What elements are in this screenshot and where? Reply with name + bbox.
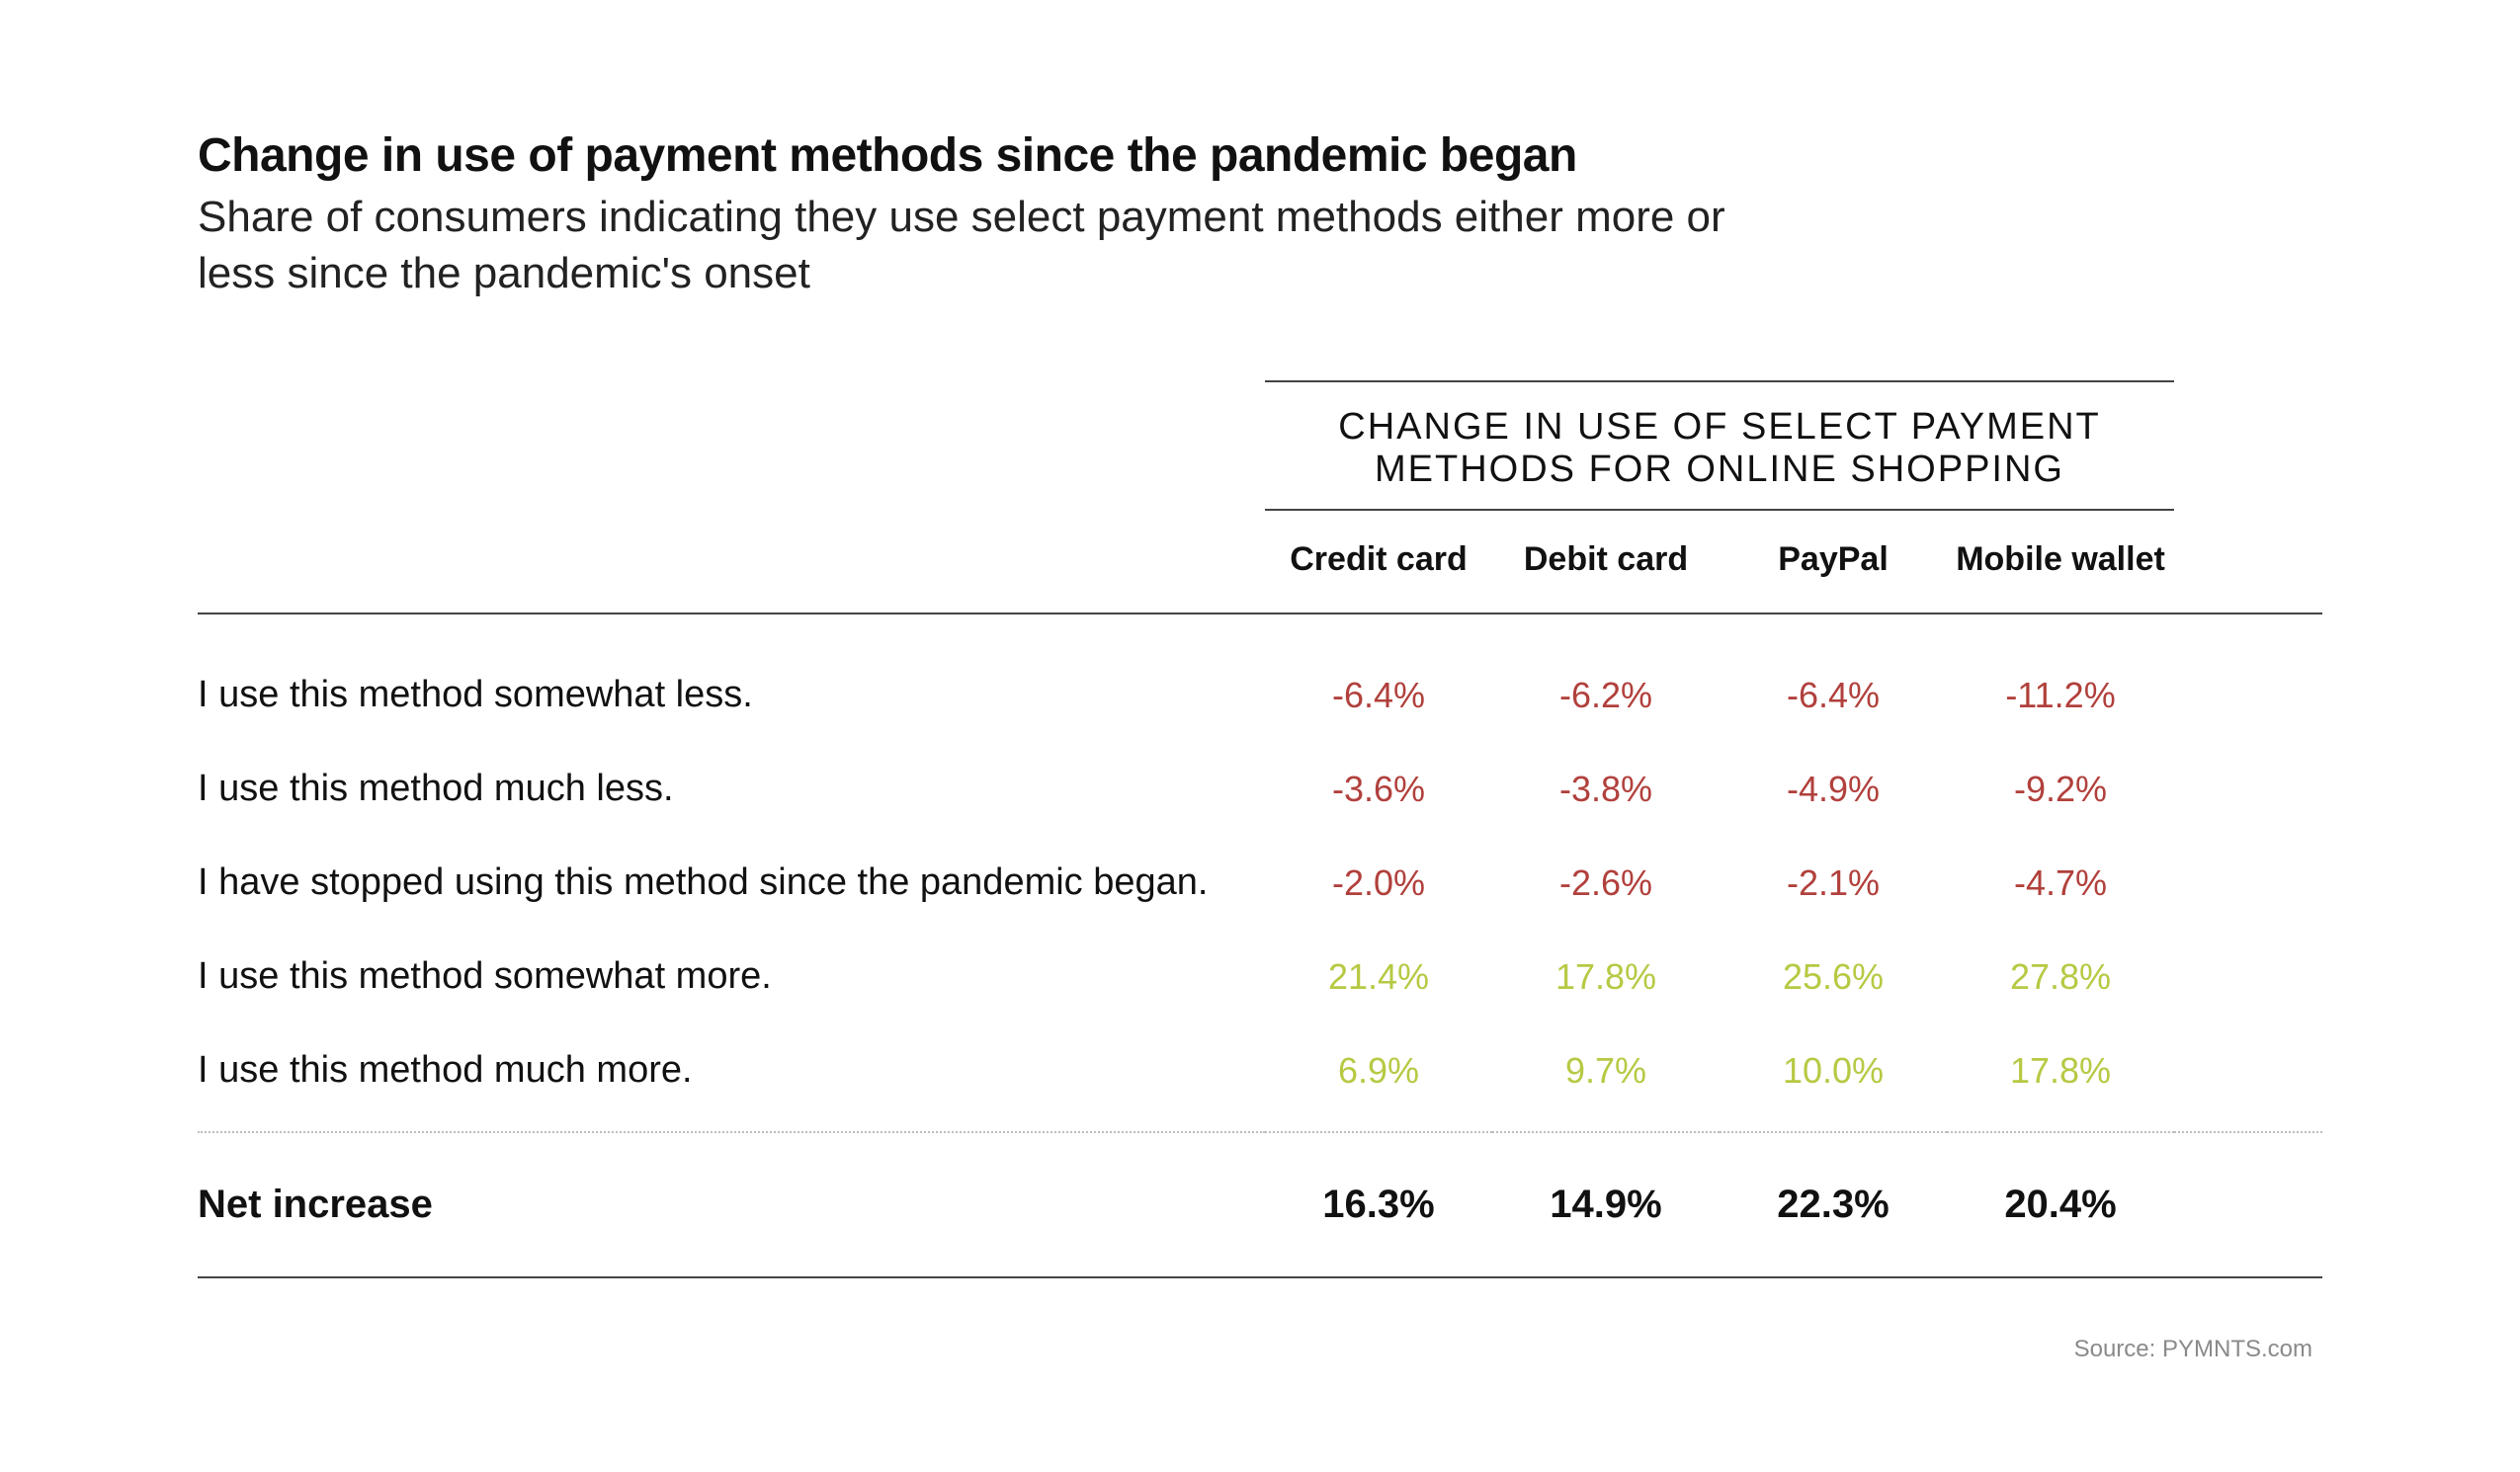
net-value: 22.3% xyxy=(1720,1132,1947,1277)
blank-cell xyxy=(2174,613,2322,742)
cell-value: -2.6% xyxy=(1492,836,1720,930)
net-value: 20.4% xyxy=(1947,1132,2174,1277)
cell-value: -9.2% xyxy=(1947,742,2174,836)
cell-value: -2.0% xyxy=(1265,836,1492,930)
cell-value: 25.6% xyxy=(1720,930,1947,1023)
source-attribution: Source: PYMNTS.com xyxy=(2074,1336,2312,1363)
cell-value: -11.2% xyxy=(1947,613,2174,742)
cell-value: -6.4% xyxy=(1720,613,1947,742)
blank-cell xyxy=(2174,1023,2322,1132)
col-head-credit-card: Credit card xyxy=(1265,510,1492,613)
col-head-mobile-wallet: Mobile wallet xyxy=(1947,510,2174,613)
col-head-paypal: PayPal xyxy=(1720,510,1947,613)
blank-cell xyxy=(2174,510,2322,613)
blank-cell xyxy=(2174,930,2322,1023)
blank-cell xyxy=(2174,381,2322,510)
bottom-rule xyxy=(198,1277,2322,1278)
cell-value: -3.8% xyxy=(1492,742,1720,836)
row-label: I use this method much less. xyxy=(198,742,1265,836)
blank-cell xyxy=(2174,742,2322,836)
row-label: I have stopped using this method since t… xyxy=(198,836,1265,930)
cell-value: 21.4% xyxy=(1265,930,1492,1023)
net-label: Net increase xyxy=(198,1132,1265,1277)
net-increase-row: Net increase 16.3% 14.9% 22.3% 20.4% xyxy=(198,1132,2322,1277)
blank-cell xyxy=(198,381,1265,510)
cell-value: -3.6% xyxy=(1265,742,1492,836)
page: Change in use of payment methods since t… xyxy=(0,0,2520,1472)
cell-value: 27.8% xyxy=(1947,930,2174,1023)
cell-value: 9.7% xyxy=(1492,1023,1720,1132)
table-row: I use this method much less. -3.6% -3.8%… xyxy=(198,742,2322,836)
chart-subtitle: Share of consumers indicating they use s… xyxy=(198,189,1779,301)
net-value: 16.3% xyxy=(1265,1132,1492,1277)
net-value: 14.9% xyxy=(1492,1132,1720,1277)
row-label: I use this method much more. xyxy=(198,1023,1265,1132)
cell-value: 17.8% xyxy=(1492,930,1720,1023)
row-label: I use this method somewhat more. xyxy=(198,930,1265,1023)
cell-value: 6.9% xyxy=(1265,1023,1492,1132)
table-row: I use this method somewhat less. -6.4% -… xyxy=(198,613,2322,742)
blank-cell xyxy=(2174,1132,2322,1277)
cell-value: -4.7% xyxy=(1947,836,2174,930)
payment-table: CHANGE IN USE OF SELECT PAYMENT METHODS … xyxy=(198,380,2322,1278)
col-head-debit-card: Debit card xyxy=(1492,510,1720,613)
cell-value: -6.4% xyxy=(1265,613,1492,742)
cell-value: -6.2% xyxy=(1492,613,1720,742)
span-header: CHANGE IN USE OF SELECT PAYMENT METHODS … xyxy=(1265,381,2174,510)
blank-cell xyxy=(2174,836,2322,930)
chart-title: Change in use of payment methods since t… xyxy=(198,128,2322,183)
row-label: I use this method somewhat less. xyxy=(198,613,1265,742)
blank-cell xyxy=(198,510,1265,613)
cell-value: 17.8% xyxy=(1947,1023,2174,1132)
cell-value: 10.0% xyxy=(1720,1023,1947,1132)
cell-value: -4.9% xyxy=(1720,742,1947,836)
table-row: I have stopped using this method since t… xyxy=(198,836,2322,930)
table-row: I use this method somewhat more. 21.4% 1… xyxy=(198,930,2322,1023)
cell-value: -2.1% xyxy=(1720,836,1947,930)
table-row: I use this method much more. 6.9% 9.7% 1… xyxy=(198,1023,2322,1132)
